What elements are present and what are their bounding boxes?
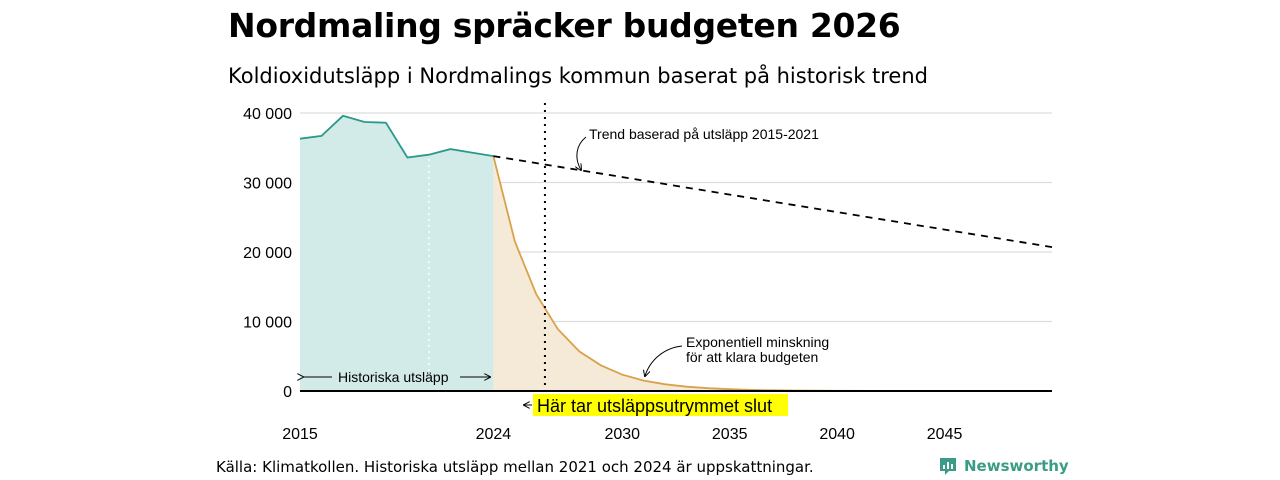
exp-annotation-line1: Exponentiell minskning [686, 334, 829, 350]
brand-name: Newsworthy [964, 457, 1069, 475]
historical-line [299, 114, 494, 159]
exp-annotation-line2: för att klara budgeten [686, 349, 818, 365]
y-tick-label: 40 000 [243, 106, 292, 123]
chart-title: Nordmaling spräcker budgeten 2026 [228, 6, 901, 45]
y-tick-label: 0 [283, 384, 292, 401]
exp-annotation-arrow [645, 345, 683, 376]
brand[interactable]: Newsworthy [938, 456, 1069, 476]
chart-subtitle: Koldioxidutsläpp i Nordmalings kommun ba… [228, 64, 928, 88]
y-tick-label: 30 000 [243, 176, 292, 193]
historical-annotation: Historiska utsläpp [338, 369, 449, 385]
trend-annotation-arrow [577, 136, 587, 170]
y-axis-labels: 0 10 000 20 000 30 000 40 000 [243, 106, 292, 401]
trend-annotation: Trend baserad på utsläpp 2015-2021 [589, 126, 819, 142]
budget-end-highlight [533, 394, 788, 416]
x-tick-label: 2035 [712, 426, 748, 443]
budget-end-label: Här tar utsläppsutrymmet slut [537, 396, 772, 416]
trend-line [493, 155, 1053, 248]
x-tick-label: 2045 [927, 426, 963, 443]
budget-area [493, 156, 1052, 391]
y-tick-label: 10 000 [243, 315, 292, 332]
x-tick-label: 2015 [282, 426, 318, 443]
historical-area [300, 115, 494, 392]
x-tick-label: 2040 [819, 426, 855, 443]
y-tick-label: 20 000 [243, 245, 292, 262]
x-tick-label: 2030 [604, 426, 640, 443]
newsworthy-logo-icon [940, 458, 956, 475]
x-axis-labels: 2015 2024 2030 2035 2040 2045 [282, 426, 962, 443]
source-note: Källa: Klimatkollen. Historiska utsläpp … [216, 458, 814, 476]
x-tick-label: 2024 [476, 426, 512, 443]
